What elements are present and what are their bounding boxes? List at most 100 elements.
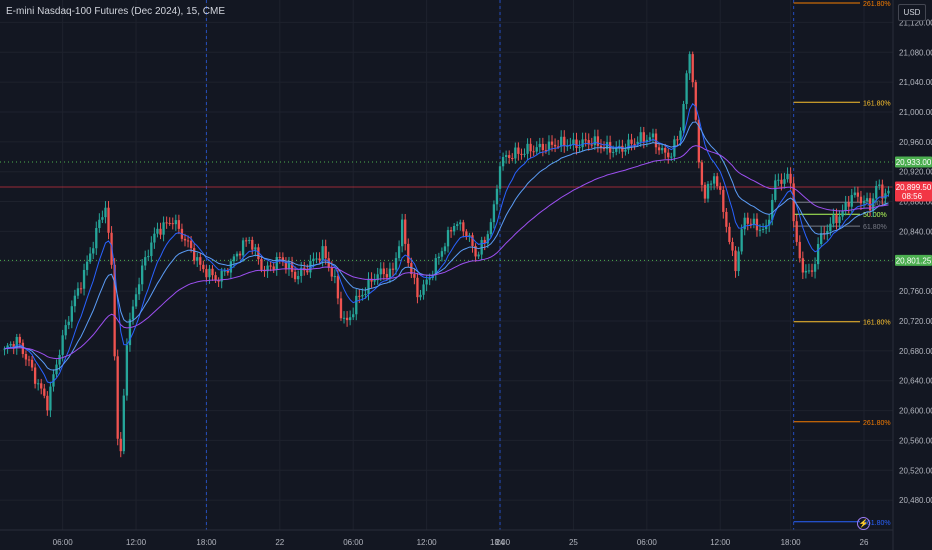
candle-body[interactable] [602, 147, 606, 150]
candle-body[interactable] [835, 215, 838, 224]
fibonacci-levels[interactable]: 261.80% 161.80% 61.80% 50.00% 61.80% 161.80% 2… [793, 1, 891, 527]
candle-body[interactable] [232, 256, 236, 262]
candle-body[interactable] [881, 184, 884, 199]
candle-body[interactable] [131, 306, 135, 320]
candle-body[interactable] [777, 179, 780, 181]
candle-body[interactable] [529, 143, 532, 152]
candle-body[interactable] [526, 143, 529, 154]
currency-selector[interactable]: USD [898, 4, 926, 21]
candle-body[interactable] [241, 240, 245, 256]
candle-body[interactable] [743, 217, 746, 230]
moving-average-line[interactable] [4, 121, 889, 371]
candle-body[interactable] [716, 176, 719, 187]
candle-body[interactable] [492, 204, 496, 223]
candle-body[interactable] [95, 228, 98, 249]
candle-body[interactable] [786, 173, 789, 180]
candle-body[interactable] [248, 239, 251, 241]
candle-body[interactable] [556, 146, 560, 148]
candle-body[interactable] [780, 179, 783, 184]
candle-body[interactable] [511, 157, 514, 159]
candle-body[interactable] [474, 245, 477, 257]
candle-body[interactable] [841, 210, 844, 217]
candle-body[interactable] [388, 268, 392, 278]
candle-body[interactable] [223, 270, 226, 272]
candle-body[interactable] [43, 388, 46, 396]
candle-body[interactable] [144, 257, 147, 266]
candle-body[interactable] [630, 139, 633, 144]
candle-body[interactable] [737, 251, 740, 272]
candle-body[interactable] [330, 267, 333, 277]
candle-body[interactable] [171, 223, 174, 225]
candle-body[interactable] [254, 247, 257, 250]
candle-body[interactable] [79, 288, 83, 290]
candle-body[interactable] [682, 103, 685, 131]
candle-body[interactable] [813, 264, 817, 272]
candle-body[interactable] [193, 248, 196, 261]
candle-body[interactable] [657, 147, 661, 151]
candle-body[interactable] [168, 222, 171, 224]
candle-body[interactable] [865, 198, 869, 202]
candle-body[interactable] [214, 275, 217, 281]
candle-body[interactable] [816, 244, 820, 265]
candle-body[interactable] [477, 254, 480, 257]
candle-body[interactable] [783, 179, 786, 184]
candle-body[interactable] [807, 270, 811, 272]
candle-body[interactable] [30, 359, 34, 368]
candle-body[interactable] [101, 217, 104, 220]
candle-body[interactable] [829, 223, 832, 232]
candle-body[interactable] [645, 139, 649, 142]
candle-body[interactable] [18, 336, 21, 343]
candle-body[interactable] [553, 144, 557, 147]
candle-body[interactable] [413, 274, 416, 278]
candle-body[interactable] [211, 268, 214, 276]
candle-body[interactable] [847, 202, 850, 207]
candle-body[interactable] [878, 184, 881, 186]
candle-body[interactable] [3, 348, 6, 350]
candle-body[interactable] [667, 152, 670, 158]
candle-body[interactable] [615, 147, 618, 152]
candle-body[interactable] [691, 54, 694, 83]
candle-body[interactable] [361, 294, 364, 297]
candle-body[interactable] [599, 145, 603, 148]
candle-body[interactable] [58, 354, 61, 365]
candle-body[interactable] [563, 136, 566, 147]
candle-body[interactable] [113, 264, 116, 357]
candle-body[interactable] [296, 276, 300, 280]
candle-body[interactable] [498, 166, 502, 189]
candle-body[interactable] [859, 196, 863, 204]
candle-body[interactable] [385, 274, 389, 278]
candle-body[interactable] [422, 284, 425, 295]
candle-body[interactable] [437, 256, 441, 259]
candle-body[interactable] [801, 258, 804, 273]
candle-body[interactable] [82, 269, 86, 289]
candle-body[interactable] [660, 148, 664, 151]
horizontal-levels[interactable] [0, 161, 893, 261]
moving-average-lines[interactable] [4, 102, 889, 384]
candle-body[interactable] [449, 230, 453, 232]
candle-body[interactable] [400, 219, 404, 247]
candle-body[interactable] [517, 147, 520, 154]
candle-body[interactable] [459, 222, 462, 225]
candle-body[interactable] [676, 139, 679, 141]
candle-body[interactable] [633, 143, 636, 145]
candle-body[interactable] [416, 277, 419, 298]
candle-body[interactable] [443, 246, 447, 252]
candle-body[interactable] [189, 240, 193, 249]
candle-body[interactable] [593, 136, 597, 146]
candle-body[interactable] [358, 295, 361, 297]
candle-body[interactable] [755, 218, 759, 231]
candle-body[interactable] [712, 176, 716, 184]
candle-body[interactable] [199, 257, 202, 265]
candle-body[interactable] [89, 253, 92, 262]
candle-body[interactable] [508, 155, 511, 158]
candle-body[interactable] [584, 139, 587, 141]
candle-body[interactable] [61, 335, 64, 355]
candle-body[interactable] [664, 148, 667, 153]
candle-body[interactable] [532, 151, 535, 153]
candle-body[interactable] [37, 383, 40, 385]
candle-body[interactable] [419, 294, 422, 298]
candle-body[interactable] [284, 262, 288, 270]
candle-body[interactable] [425, 279, 428, 285]
candle-body[interactable] [92, 248, 95, 254]
